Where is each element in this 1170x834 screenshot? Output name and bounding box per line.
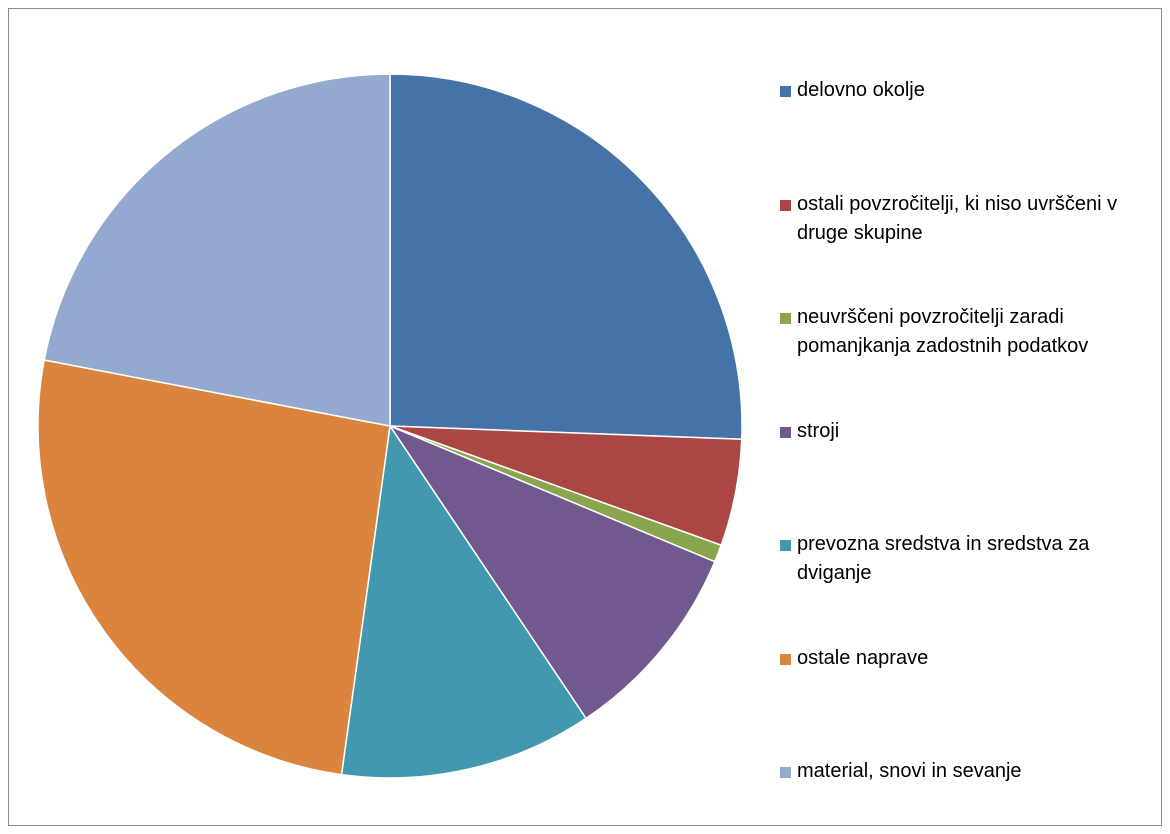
legend-label-delovno-okolje: delovno okolje — [797, 79, 925, 101]
legend-label-stroji: stroji — [797, 420, 840, 442]
legend-swatch-neuvrsceni-povzrocitelji — [780, 313, 791, 324]
legend-item-material-snovi-sevanje: material, snovi in sevanje — [780, 759, 1160, 786]
legend-item-prevozna-sredstva: prevozna sredstva in sredstva za dviganj… — [780, 532, 1160, 588]
legend-label-prevozna-sredstva: prevozna sredstva in sredstva za dviganj… — [797, 533, 1090, 584]
pie-slice-prevozna-sredstva-in — [340, 425, 587, 779]
legend-label-ostali-povzrocitelji: ostali povzročitelji, ki niso uvrščeni v… — [797, 193, 1118, 244]
legend-item-ostali-povzrocitelji: ostali povzročitelji, ki niso uvrščeni v… — [780, 192, 1160, 248]
legend-label-ostale-naprave: ostale naprave — [797, 647, 929, 669]
legend-swatch-ostale-naprave — [780, 654, 791, 665]
legend-swatch-stroji — [780, 427, 791, 438]
legend: delovno okolje ostali povzročitelji, ki … — [780, 0, 1160, 834]
legend-swatch-material-snovi-sevanje — [780, 767, 791, 778]
legend-label-neuvrsceni-povzrocitelji: neuvrščeni povzročitelji zaradi pomanjka… — [797, 306, 1089, 357]
legend-label-material-snovi-sevanje: material, snovi in sevanje — [797, 760, 1022, 782]
legend-swatch-ostali-povzrocitelji — [780, 200, 791, 211]
legend-item-stroji: stroji — [780, 419, 1160, 446]
legend-swatch-prevozna-sredstva — [780, 540, 791, 551]
legend-item-ostale-naprave: ostale naprave — [780, 646, 1160, 673]
legend-item-delovno-okolje: delovno okolje — [780, 78, 1160, 105]
pie-slice-material-snovi-in — [43, 73, 391, 427]
legend-item-neuvrsceni-povzrocitelji: neuvrščeni povzročitelji zaradi pomanjka… — [780, 305, 1160, 361]
pie-slice-stroji — [389, 425, 716, 720]
pie-slice-ostale-naprave — [37, 359, 391, 776]
pie-slice-delovno-okolje — [389, 73, 743, 441]
legend-swatch-delovno-okolje — [780, 86, 791, 97]
